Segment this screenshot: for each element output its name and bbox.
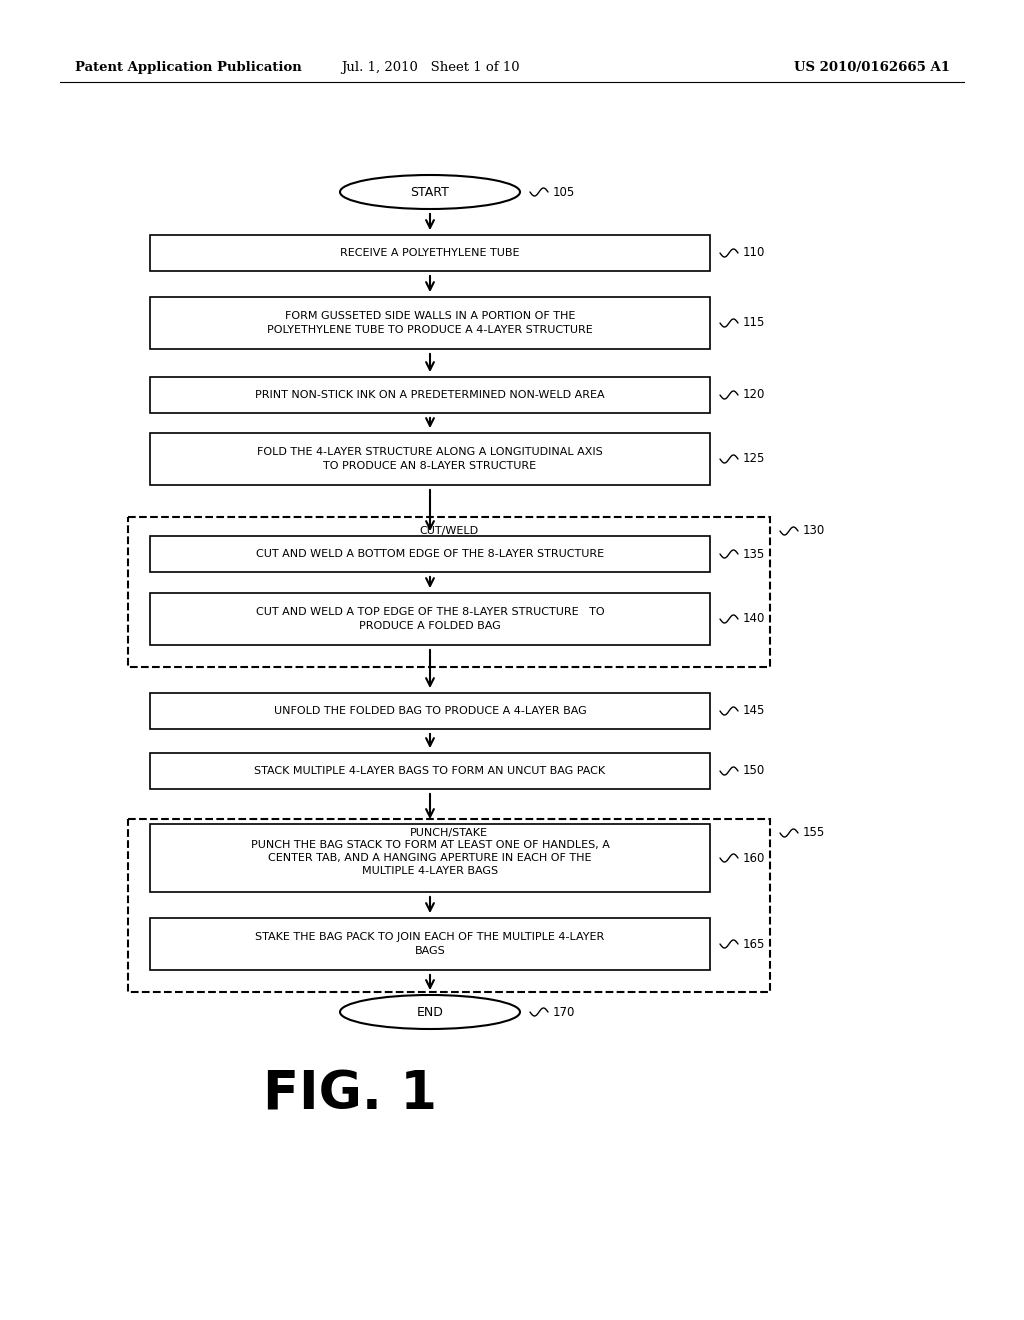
FancyBboxPatch shape <box>150 593 710 645</box>
Ellipse shape <box>340 995 520 1030</box>
Text: 145: 145 <box>743 705 765 718</box>
Text: FORM GUSSETED SIDE WALLS IN A PORTION OF THE
POLYETHYLENE TUBE TO PRODUCE A 4-LA: FORM GUSSETED SIDE WALLS IN A PORTION OF… <box>267 312 593 334</box>
Text: RECEIVE A POLYETHYLENE TUBE: RECEIVE A POLYETHYLENE TUBE <box>340 248 520 257</box>
Text: CUT AND WELD A BOTTOM EDGE OF THE 8-LAYER STRUCTURE: CUT AND WELD A BOTTOM EDGE OF THE 8-LAYE… <box>256 549 604 558</box>
FancyBboxPatch shape <box>150 297 710 348</box>
Text: 125: 125 <box>743 453 765 466</box>
Ellipse shape <box>340 176 520 209</box>
FancyBboxPatch shape <box>150 693 710 729</box>
FancyBboxPatch shape <box>150 824 710 892</box>
Text: 105: 105 <box>553 186 575 198</box>
Text: 120: 120 <box>743 388 765 401</box>
Text: Jul. 1, 2010   Sheet 1 of 10: Jul. 1, 2010 Sheet 1 of 10 <box>341 62 519 74</box>
Text: END: END <box>417 1006 443 1019</box>
Text: 115: 115 <box>743 317 765 330</box>
Text: 155: 155 <box>803 826 825 840</box>
Text: PUNCH THE BAG STACK TO FORM AT LEAST ONE OF HANDLES, A
CENTER TAB, AND A HANGING: PUNCH THE BAG STACK TO FORM AT LEAST ONE… <box>251 840 609 876</box>
FancyBboxPatch shape <box>150 917 710 970</box>
Text: STAKE THE BAG PACK TO JOIN EACH OF THE MULTIPLE 4-LAYER
BAGS: STAKE THE BAG PACK TO JOIN EACH OF THE M… <box>255 932 604 956</box>
Text: CUT AND WELD A TOP EDGE OF THE 8-LAYER STRUCTURE   TO
PRODUCE A FOLDED BAG: CUT AND WELD A TOP EDGE OF THE 8-LAYER S… <box>256 607 604 631</box>
FancyBboxPatch shape <box>150 378 710 413</box>
Text: 160: 160 <box>743 851 765 865</box>
Text: 135: 135 <box>743 548 765 561</box>
FancyBboxPatch shape <box>150 752 710 789</box>
Text: Patent Application Publication: Patent Application Publication <box>75 62 302 74</box>
Text: PRINT NON-STICK INK ON A PREDETERMINED NON-WELD AREA: PRINT NON-STICK INK ON A PREDETERMINED N… <box>255 389 605 400</box>
Text: 165: 165 <box>743 937 765 950</box>
Text: 150: 150 <box>743 764 765 777</box>
Text: PUNCH/STAKE: PUNCH/STAKE <box>410 828 488 838</box>
Text: FOLD THE 4-LAYER STRUCTURE ALONG A LONGITUDINAL AXIS
TO PRODUCE AN 8-LAYER STRUC: FOLD THE 4-LAYER STRUCTURE ALONG A LONGI… <box>257 447 603 471</box>
Text: 170: 170 <box>553 1006 575 1019</box>
Text: UNFOLD THE FOLDED BAG TO PRODUCE A 4-LAYER BAG: UNFOLD THE FOLDED BAG TO PRODUCE A 4-LAY… <box>273 706 587 715</box>
Text: CUT/WELD: CUT/WELD <box>420 525 478 536</box>
Text: 140: 140 <box>743 612 765 626</box>
Text: 110: 110 <box>743 247 765 260</box>
Text: 130: 130 <box>803 524 825 537</box>
FancyBboxPatch shape <box>150 235 710 271</box>
Text: FIG. 1: FIG. 1 <box>263 1069 437 1121</box>
FancyBboxPatch shape <box>150 433 710 484</box>
Text: START: START <box>411 186 450 198</box>
Text: US 2010/0162665 A1: US 2010/0162665 A1 <box>794 62 950 74</box>
FancyBboxPatch shape <box>150 536 710 572</box>
Text: STACK MULTIPLE 4-LAYER BAGS TO FORM AN UNCUT BAG PACK: STACK MULTIPLE 4-LAYER BAGS TO FORM AN U… <box>254 766 605 776</box>
